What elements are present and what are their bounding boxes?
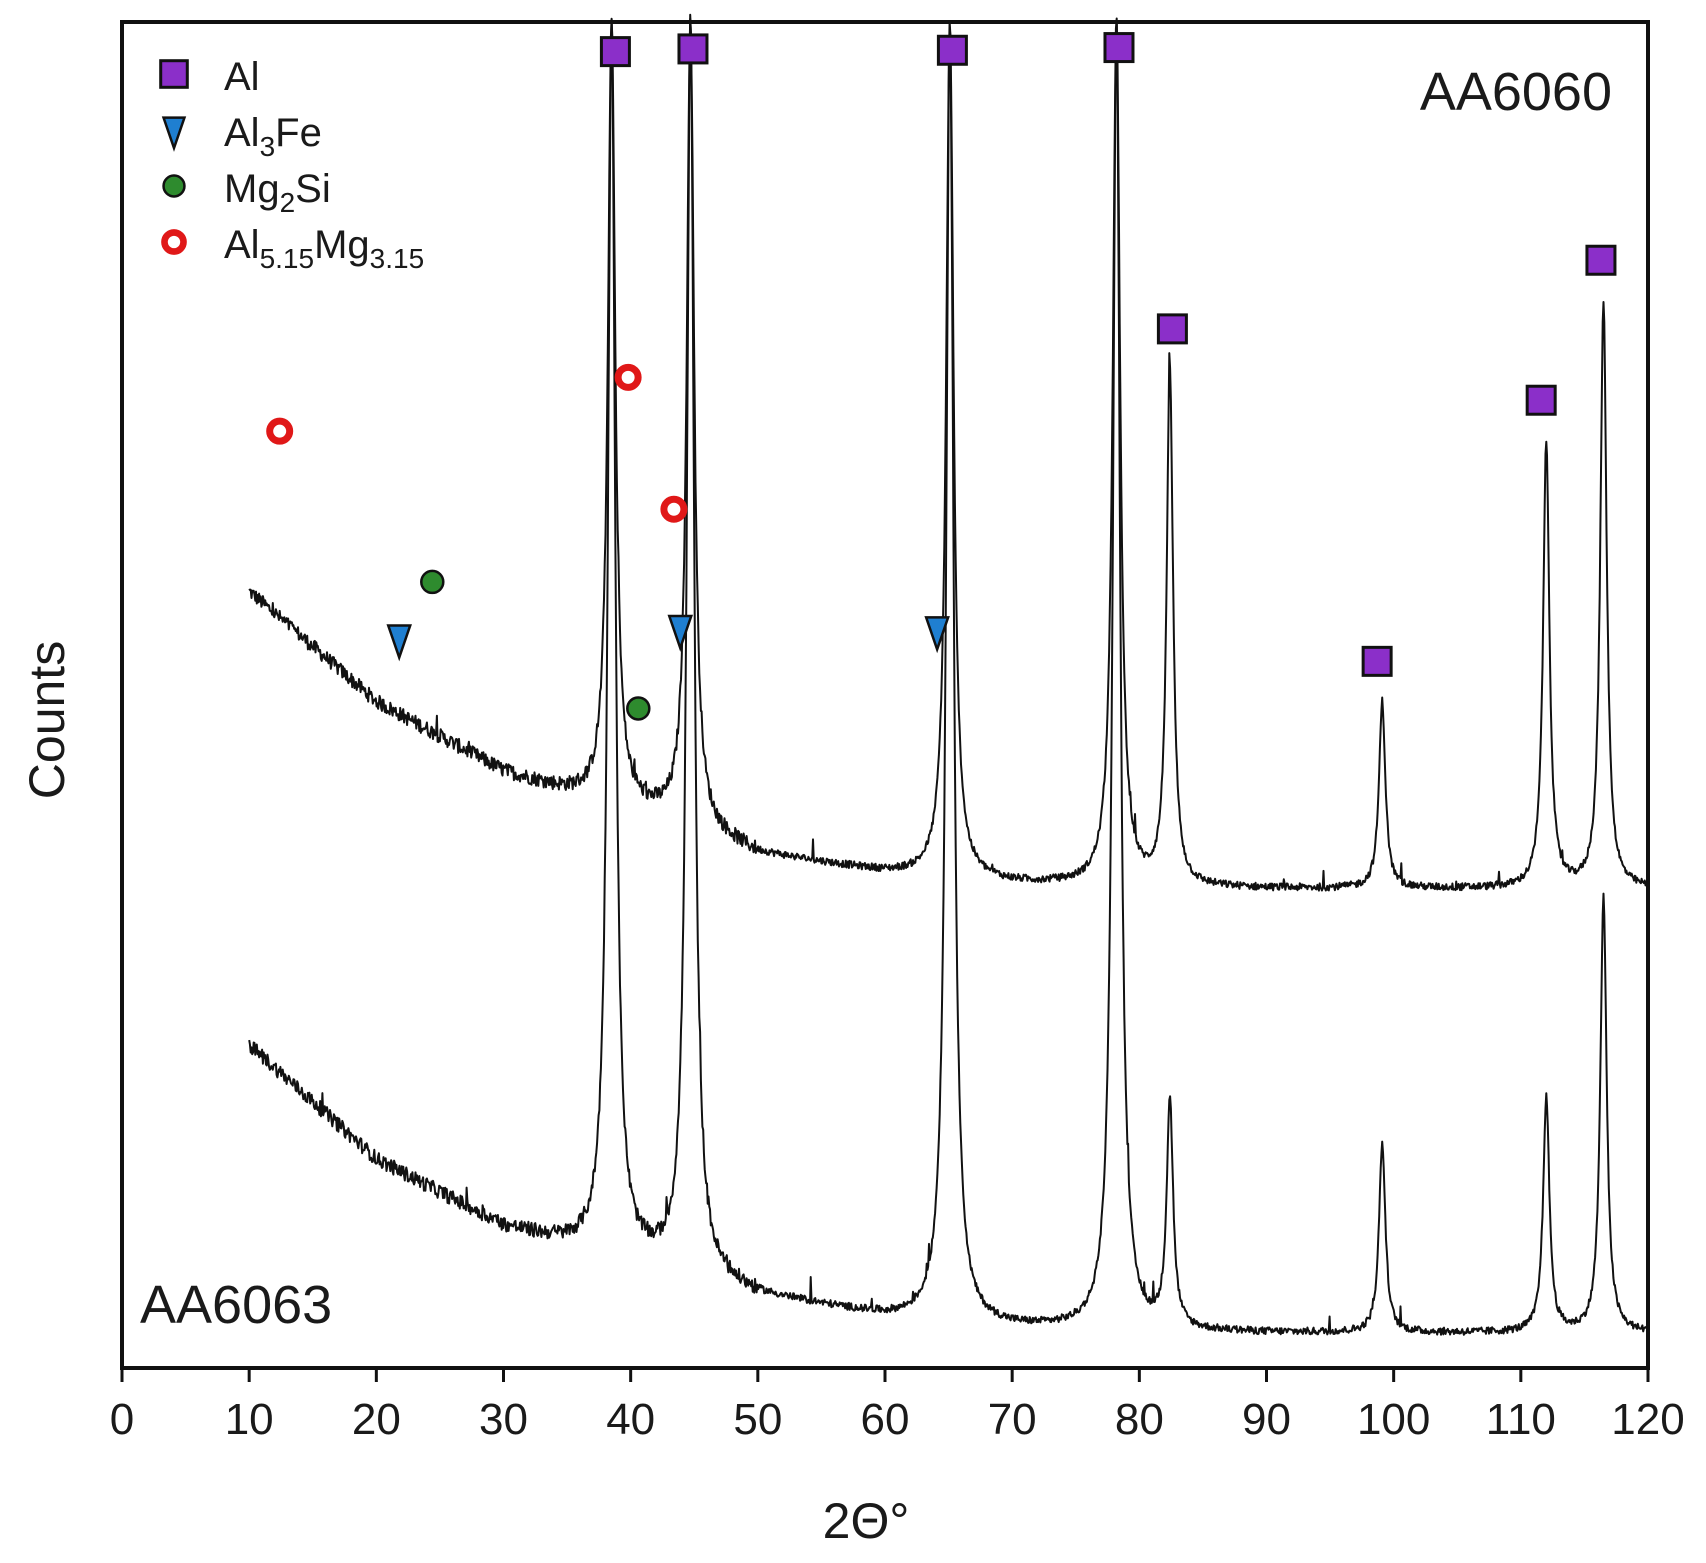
annotation-aa6063: AA6063 xyxy=(140,1275,332,1335)
al5-15mg3-15-marker-1 xyxy=(266,417,294,445)
x-tick-label: 10 xyxy=(225,1395,274,1444)
legend-label-al5-15mg3-15: Al5.15Mg3.15 xyxy=(224,223,424,274)
legend-label-al3fe: Al3Fe xyxy=(224,111,322,162)
x-axis-ticks: 0 10 20 30 40 50 60 70 80 90 100 110 120 xyxy=(110,1368,1685,1444)
al3fe-marker-1 xyxy=(386,624,412,662)
x-tick-label: 0 xyxy=(110,1395,134,1444)
x-axis-label: 2Θ° xyxy=(823,1493,910,1549)
mg2si-marker-1 xyxy=(420,569,445,595)
al-marker-7 xyxy=(1525,384,1557,416)
al5-15mg3-15-marker-3 xyxy=(660,495,688,523)
al-marker-8 xyxy=(1585,244,1617,276)
legend-swatch-mg2si xyxy=(162,174,186,198)
series-line-aa6063 xyxy=(248,13,1649,1336)
al-marker-2 xyxy=(677,33,709,65)
y-axis-label: Counts xyxy=(19,641,75,799)
mg2si-marker-2 xyxy=(626,696,651,721)
x-tick-label: 80 xyxy=(1115,1395,1164,1444)
x-tick-label: 40 xyxy=(606,1395,655,1444)
legend-swatch-al5-15mg3-15 xyxy=(161,229,187,255)
x-tick-label: 110 xyxy=(1486,1395,1556,1444)
x-tick-label: 20 xyxy=(352,1395,401,1444)
al-marker-4 xyxy=(1103,32,1135,64)
phase-markers xyxy=(266,32,1617,721)
x-tick-label: 30 xyxy=(479,1395,528,1444)
x-tick-label: 100 xyxy=(1357,1395,1430,1444)
al3fe-marker-2 xyxy=(667,614,694,652)
al-marker-6 xyxy=(1361,645,1393,677)
x-tick-label: 50 xyxy=(733,1395,782,1444)
al-marker-5 xyxy=(1156,313,1188,345)
legend-swatch-al xyxy=(159,59,189,89)
x-tick-label: 120 xyxy=(1611,1395,1684,1444)
al5-15mg3-15-marker-2 xyxy=(614,363,642,391)
x-tick-label: 90 xyxy=(1242,1395,1291,1444)
legend-label-mg2si: Mg2Si xyxy=(224,167,331,218)
al-marker-1 xyxy=(599,36,631,68)
legend-label-al: Al xyxy=(224,55,260,99)
al3fe-marker-3 xyxy=(924,616,950,654)
plot-traces xyxy=(248,13,1649,1336)
legend-swatch-al3fe xyxy=(161,116,187,152)
annotation-aa6060: AA6060 xyxy=(1420,62,1612,122)
x-tick-label: 70 xyxy=(988,1395,1037,1444)
x-tick-label: 60 xyxy=(861,1395,910,1444)
al-marker-3 xyxy=(936,34,968,66)
